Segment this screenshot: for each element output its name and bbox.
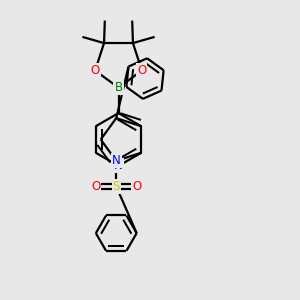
Text: O: O [91, 180, 101, 193]
Text: S: S [112, 180, 120, 193]
Text: B: B [114, 81, 123, 94]
Text: N: N [112, 154, 121, 167]
Text: O: O [132, 180, 141, 193]
Text: N: N [114, 159, 123, 172]
Text: O: O [91, 64, 100, 77]
Text: O: O [137, 64, 146, 77]
